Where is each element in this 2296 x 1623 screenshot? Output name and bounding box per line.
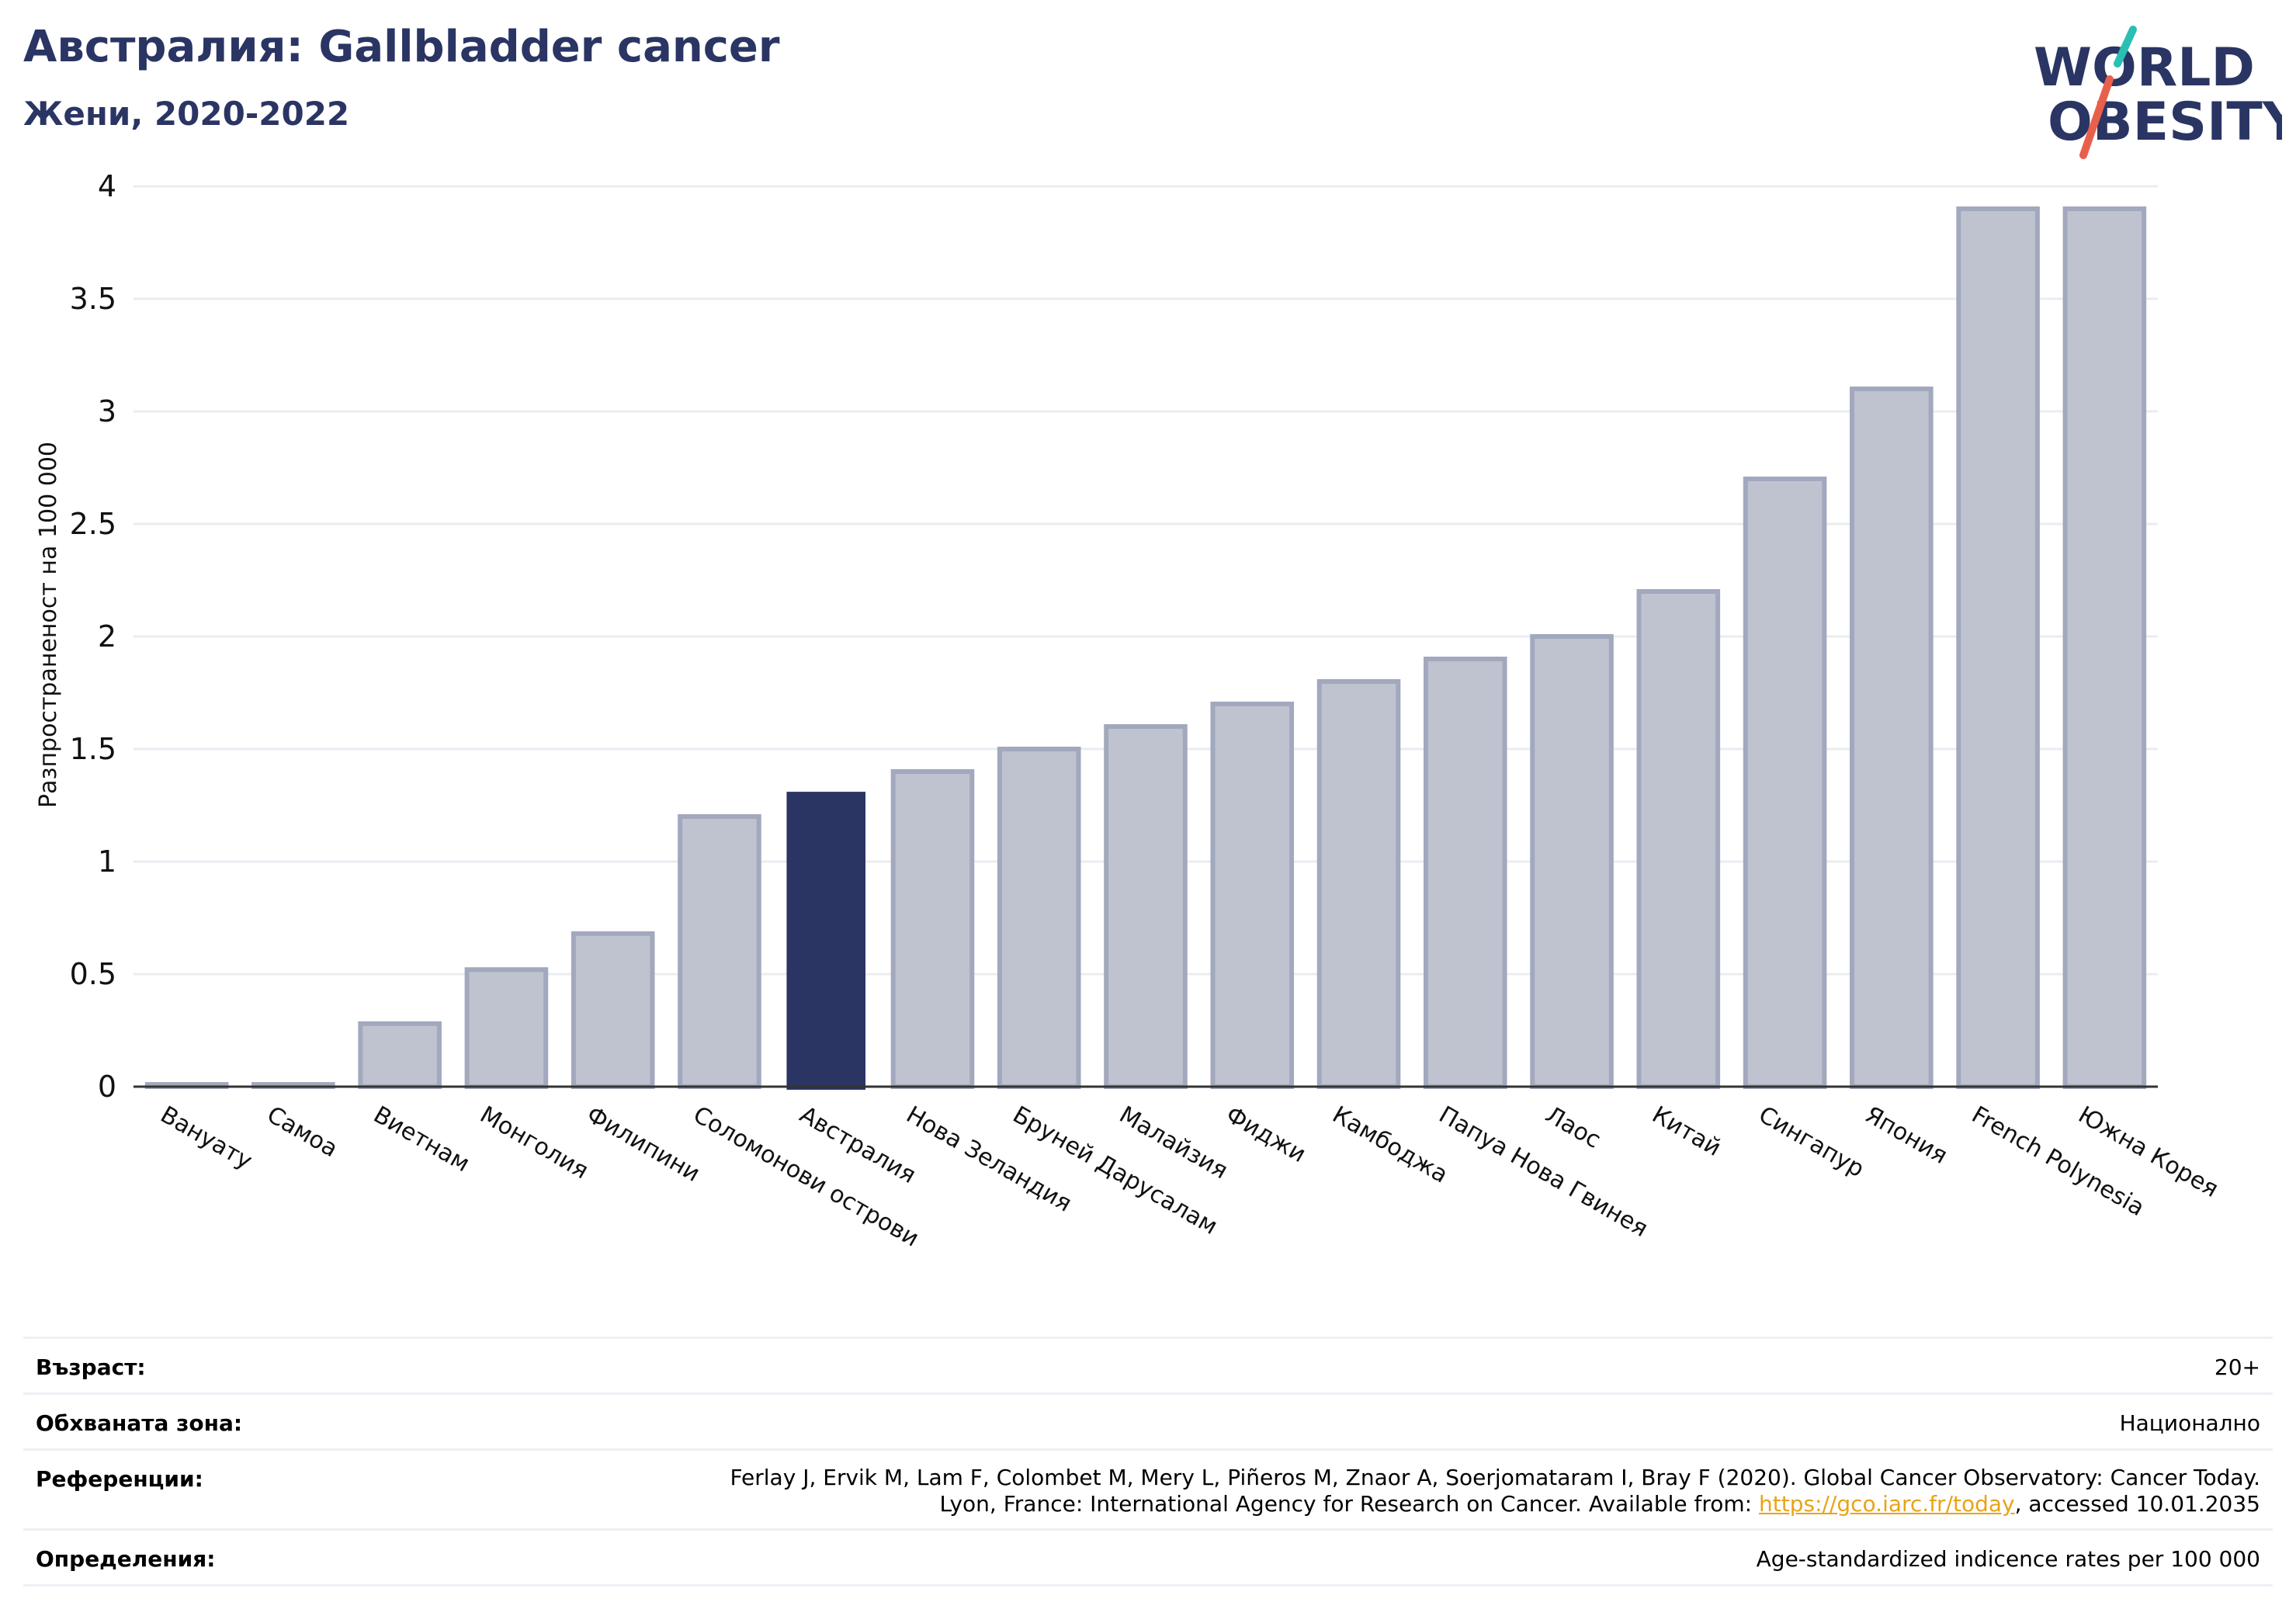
bar <box>571 931 655 1090</box>
info-row-definitions: Определения: Age-standardized indicence … <box>23 1528 2273 1587</box>
logo-line1: WORLD <box>2034 37 2255 99</box>
bar <box>464 967 549 1089</box>
bar <box>786 792 865 1090</box>
x-tick-label: Монголия <box>475 1101 592 1185</box>
y-tick-label: 3.5 <box>70 282 116 316</box>
chart-title: Австралия: Gallbladder cancer <box>23 22 780 72</box>
x-tick-label: Фиджи <box>1221 1101 1310 1169</box>
references-value: Ferlay J, Ervik M, Lam F, Colombet M, Me… <box>730 1465 2260 1517</box>
bar <box>358 1021 442 1090</box>
info-row-age: Възраст: 20+ <box>23 1337 2273 1392</box>
y-tick-label: 3 <box>98 394 116 428</box>
bar <box>678 814 761 1089</box>
y-tick-label: 1.5 <box>70 732 116 766</box>
coverage-value: Национално <box>2119 1410 2260 1436</box>
bar <box>1316 679 1401 1089</box>
x-tick-label: Китай <box>1647 1101 1725 1162</box>
bar <box>1530 634 1614 1089</box>
references-line1: Ferlay J, Ervik M, Lam F, Colombet M, Me… <box>730 1465 2260 1490</box>
bar <box>2062 206 2147 1089</box>
bar <box>1104 724 1188 1089</box>
x-tick-label: Вануату <box>156 1101 257 1175</box>
bar <box>890 769 975 1089</box>
y-tick-label: 0 <box>98 1070 116 1104</box>
info-row-coverage: Обхваната зона: Национално <box>23 1392 2273 1448</box>
info-row-references: Референции: Ferlay J, Ervik M, Lam F, Co… <box>23 1448 2273 1528</box>
logo-coral-stroke <box>2079 75 2114 159</box>
x-tick-label: Лаос <box>1541 1101 1605 1154</box>
definitions-value: Age-standardized indicence rates per 100… <box>1756 1546 2260 1572</box>
y-axis-label: Разпространеност на 100 000 <box>35 442 62 808</box>
bars <box>144 206 2147 1090</box>
x-tick-label: French Polynesia <box>1967 1101 2149 1222</box>
x-tick-label: Сингапур <box>1754 1101 1869 1184</box>
y-tick-label: 2 <box>98 619 116 654</box>
coverage-label: Обхваната зона: <box>36 1410 243 1436</box>
definitions-label: Определения: <box>36 1546 216 1572</box>
bar <box>1743 477 1827 1089</box>
bar <box>1636 589 1721 1089</box>
y-tick-label: 0.5 <box>70 957 116 991</box>
chart-subtitle: Жени, 2020-2022 <box>23 95 350 133</box>
x-tick-label: Камбоджа <box>1328 1101 1453 1189</box>
references-link[interactable]: https://gco.iarc.fr/today <box>1759 1491 2015 1517</box>
info-table: Възраст: 20+ Обхваната зона: Национално … <box>23 1337 2273 1587</box>
bar <box>1424 657 1507 1089</box>
references-line2-post: , accessed 10.01.2035 <box>2014 1491 2260 1517</box>
x-tick-label: Филипини <box>582 1101 705 1188</box>
bar <box>1210 702 1295 1089</box>
age-value: 20+ <box>2214 1354 2260 1380</box>
x-tick-label: Бруней Дарусалам <box>1008 1101 1223 1240</box>
y-tick-label: 1 <box>98 844 116 879</box>
bar <box>997 747 1081 1089</box>
references-line2-pre: Lyon, France: International Agency for R… <box>939 1491 1759 1517</box>
x-tick-label: Виетнам <box>369 1101 474 1178</box>
x-tick-label: Япония <box>1861 1101 1952 1170</box>
y-tick-label: 2.5 <box>70 507 116 541</box>
age-label: Възраст: <box>36 1354 146 1380</box>
references-line2: Lyon, France: International Agency for R… <box>730 1491 2260 1517</box>
bar-chart: 0 0.5 1 1.5 2 2.5 3 3.5 4 Вануату Самоа Виетнам Монг… <box>35 169 2223 1253</box>
references-label: Референции: <box>36 1466 203 1492</box>
world-obesity-logo: WORLD OBESITY <box>2034 26 2282 159</box>
logo-teal-stroke <box>2114 26 2137 68</box>
bar <box>1850 387 1934 1089</box>
bar <box>1956 206 2040 1089</box>
y-tick-label: 4 <box>98 169 116 203</box>
x-tick-label: Самоа <box>262 1101 342 1163</box>
